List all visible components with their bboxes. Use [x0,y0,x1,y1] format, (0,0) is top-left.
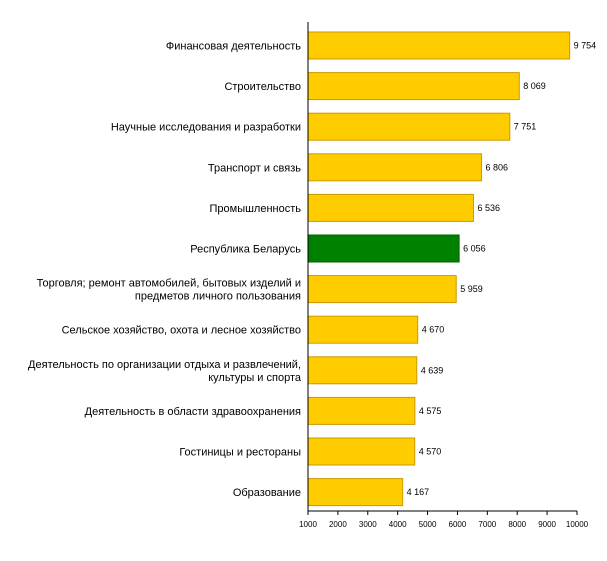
value-label-11: 4 167 [407,487,430,497]
category-label-line: предметов личного пользования [135,291,301,303]
x-tick-label-8: 9000 [538,520,556,529]
x-tick-label-2: 3000 [359,520,377,529]
value-label-5: 6 056 [463,244,486,254]
category-label-line: Республика Беларусь [190,244,301,256]
category-label-11: Образование [233,487,301,499]
bar-5 [307,234,460,263]
category-labels: Финансовая деятельность Строительство Науч… [28,41,302,500]
category-label-4: Промышленность [209,203,301,215]
x-tick-label-9: 10000 [566,520,589,529]
category-label-9: Деятельность в области здравоохранения [85,406,301,418]
category-label-7: Сельское хозяйство, охота и лесное хозяй… [62,325,301,337]
x-tick-label-4: 5000 [419,520,437,529]
bars-layer [307,31,571,507]
category-label-0: Финансовая деятельность [166,41,301,53]
x-tick-label-7: 8000 [508,520,526,529]
value-label-4: 6 536 [477,203,500,213]
category-label-line: Торговля; ремонт автомобилей, бытовых из… [37,278,301,290]
value-label-9: 4 575 [419,406,442,416]
category-label-2: Научные исследования и разработки [111,122,301,134]
bar-2 [307,112,511,141]
category-label-3: Транспорт и связь [208,162,301,174]
category-label-line: Научные исследования и разработки [111,122,301,134]
value-labels: 9 754 8 069 7 751 6 806 6 536 6 056 5 959 4 670… [407,41,597,498]
x-tick-label-1: 2000 [329,520,347,529]
bar-6 [307,275,457,304]
bar-9 [307,396,416,425]
x-axis: 1000 2000 3000 4000 5000 6000 7000 8000 9000 1000… [299,22,589,529]
category-label-line: Деятельность по организации отдыха и раз… [28,359,301,371]
value-label-0: 9 754 [574,41,597,51]
category-label-line: Финансовая деятельность [166,41,301,53]
category-label-line: Промышленность [209,203,301,215]
bar-4 [307,193,474,222]
value-label-10: 4 570 [419,447,442,457]
value-label-3: 6 806 [486,162,509,172]
category-label-line: Гостиницы и рестораны [179,447,301,459]
category-label-10: Гостиницы и рестораны [179,447,301,459]
x-tick-label-6: 7000 [478,520,496,529]
category-label-line: культуры и спорта [208,372,302,384]
category-label-line: Деятельность в области здравоохранения [85,406,301,418]
bar-7 [307,315,419,344]
value-label-2: 7 751 [514,122,537,132]
value-label-8: 4 639 [421,365,444,375]
value-label-1: 8 069 [523,81,546,91]
x-tick-label-3: 4000 [389,520,407,529]
category-label-6: Торговля; ремонт автомобилей, бытовых из… [37,278,301,303]
value-label-6: 5 959 [460,284,483,294]
bar-11 [307,478,404,507]
category-label-5: Республика Беларусь [190,244,301,256]
bar-3 [307,153,483,182]
bar-0 [307,31,571,60]
x-tick-label-5: 6000 [449,520,467,529]
bar-10 [307,437,416,466]
bar-1 [307,72,520,101]
value-label-7: 4 670 [422,325,445,335]
category-label-line: Транспорт и связь [208,162,301,174]
bar-8 [307,356,418,385]
category-label-8: Деятельность по организации отдыха и раз… [28,359,302,384]
category-label-line: Сельское хозяйство, охота и лесное хозяй… [62,325,301,337]
x-tick-label-0: 1000 [299,520,317,529]
category-label-line: Образование [233,487,301,499]
category-label-line: Строительство [224,81,301,93]
category-label-1: Строительство [224,81,301,93]
